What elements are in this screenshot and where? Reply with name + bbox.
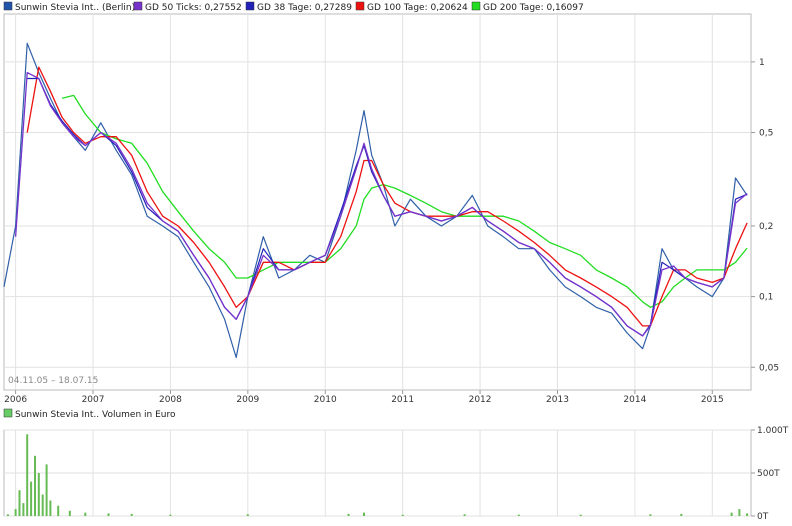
volume-bar bbox=[463, 514, 466, 516]
y-tick-label: 0,2 bbox=[759, 222, 773, 232]
x-tick-label: 2013 bbox=[546, 395, 569, 405]
y-tick-label: 0,1 bbox=[759, 293, 773, 303]
volume-bar bbox=[49, 500, 52, 516]
x-tick-label: 2006 bbox=[4, 395, 27, 405]
volume-y-axis: 1.000T 500T 0T bbox=[751, 426, 789, 522]
volume-bar bbox=[649, 514, 652, 516]
x-tick-label: 2010 bbox=[314, 395, 337, 405]
volume-legend-label: Sunwin Stevia Int.. Volumen in Euro bbox=[15, 410, 176, 420]
x-tick-label: 2008 bbox=[159, 395, 182, 405]
volume-bar bbox=[84, 512, 87, 516]
volume-bar bbox=[6, 514, 9, 516]
legend-label-gd100: GD 100 Tage: 0,20624 bbox=[367, 3, 468, 13]
volume-bar bbox=[169, 514, 172, 516]
x-tick-label: 2011 bbox=[391, 395, 414, 405]
volume-y-tick-label: 0T bbox=[757, 512, 769, 522]
x-tick-label: 2012 bbox=[469, 395, 492, 405]
volume-bar bbox=[517, 514, 520, 516]
volume-bar bbox=[746, 513, 749, 516]
volume-legend-swatch bbox=[3, 408, 13, 418]
x-tick-label: 2007 bbox=[82, 395, 105, 405]
volume-bar bbox=[130, 513, 133, 516]
y-tick-label: 1 bbox=[759, 58, 765, 68]
series-line-4 bbox=[61, 94, 748, 308]
volume-bar bbox=[246, 514, 249, 516]
series-line-3 bbox=[26, 66, 748, 327]
volume-bar bbox=[57, 505, 60, 516]
main-y-axis: 1 0,5 0,2 0,1 0,05 bbox=[751, 58, 779, 373]
volume-y-tick-label: 1.000T bbox=[757, 426, 789, 436]
volume-bar bbox=[738, 509, 741, 516]
legend-swatch-price bbox=[3, 1, 13, 11]
volume-bar bbox=[401, 514, 404, 516]
legend-swatch-gd100 bbox=[355, 1, 365, 11]
volume-bar bbox=[14, 509, 17, 516]
legend-label-gd38: GD 38 Tage: 0,27289 bbox=[257, 3, 352, 13]
volume-bar bbox=[107, 513, 110, 516]
series-line-0 bbox=[3, 42, 748, 359]
volume-bar bbox=[45, 464, 48, 516]
volume-bar bbox=[22, 503, 25, 516]
volume-grid bbox=[4, 429, 751, 517]
volume-bar bbox=[26, 434, 29, 516]
x-tick-label: 2014 bbox=[623, 395, 646, 405]
legend-label-gd50: GD 50 Ticks: 0,27552 bbox=[145, 3, 242, 13]
volume-bar bbox=[347, 513, 350, 516]
volume-bar bbox=[579, 514, 582, 516]
y-tick-label: 0,5 bbox=[759, 129, 773, 139]
legend-swatch-gd200 bbox=[471, 1, 481, 11]
volume-bar bbox=[30, 481, 33, 516]
volume-bar bbox=[730, 512, 733, 516]
volume-bar bbox=[41, 494, 44, 516]
main-series bbox=[3, 42, 748, 359]
y-tick-label: 0,05 bbox=[759, 363, 779, 373]
legend-label-gd200: GD 200 Tage: 0,16097 bbox=[483, 3, 584, 13]
main-x-axis: 2006 2007 2008 2009 2010 2011 2012 2013 2014 2015 bbox=[4, 390, 724, 405]
legend-swatch-gd50 bbox=[133, 1, 143, 11]
volume-bar bbox=[18, 490, 21, 516]
legend-label-price: Sunwin Stevia Int.. (Berlin) bbox=[15, 3, 135, 13]
legend-swatch-gd38 bbox=[245, 1, 255, 11]
x-tick-label: 2015 bbox=[701, 395, 724, 405]
volume-bars bbox=[6, 434, 749, 516]
volume-bar bbox=[680, 513, 683, 516]
date-range-label: 04.11.05 – 18.07.15 bbox=[8, 376, 98, 386]
volume-bar bbox=[363, 512, 365, 516]
main-grid bbox=[4, 14, 751, 390]
volume-y-tick-label: 500T bbox=[757, 469, 780, 479]
volume-bar bbox=[68, 510, 71, 516]
volume-bar bbox=[34, 455, 36, 516]
series-line-1 bbox=[14, 71, 748, 337]
x-tick-label: 2009 bbox=[236, 395, 259, 405]
volume-bar bbox=[37, 473, 40, 516]
main-plot-frame bbox=[3, 13, 752, 391]
legend: Sunwin Stevia Int.. (Berlin) GD 50 Ticks… bbox=[3, 1, 584, 13]
